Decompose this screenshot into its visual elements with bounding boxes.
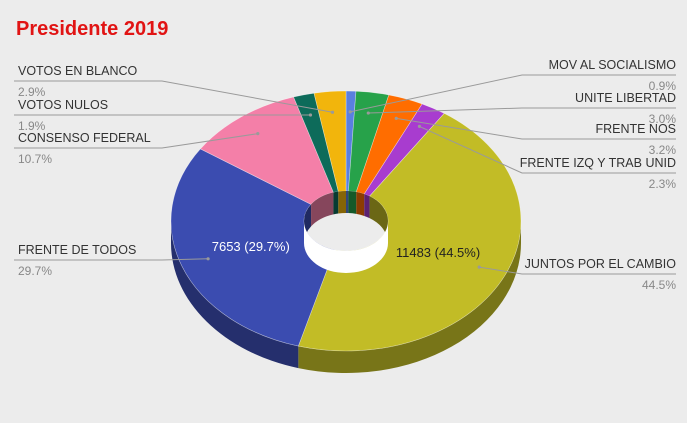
leader-line-frente-nos (396, 117, 676, 140)
data-label-juntos-por-el-cambio: 11483 (44.5%) (396, 245, 480, 260)
label-pct-frente-izq-y-trab-unid: 2.3% (649, 177, 677, 191)
leader-line-frente-izq-y-trab-unid (419, 125, 676, 174)
wall-juntos-por-el-cambio (298, 221, 521, 373)
leader-dot (417, 124, 422, 129)
label-pct-unite-libertad: 3.0% (649, 112, 677, 126)
leader-dot (394, 116, 398, 120)
label-frente-izq-y-trab-unid: FRENTE IZQ Y TRAB UNID (520, 156, 676, 170)
label-votos-en-blanco: VOTOS EN BLANCO (18, 64, 138, 78)
inner-wall-consenso-federal (311, 192, 334, 227)
donut-hole-floor (304, 221, 388, 273)
leader-line-votos-en-blanco (14, 80, 333, 113)
inner-wall-mov-al-socialismo (346, 191, 349, 214)
label-pct-votos-nulos: 1.9% (18, 119, 46, 133)
label-pct-frente-de-todos: 29.7% (18, 264, 52, 278)
inner-wall-votos-nulos (333, 191, 339, 215)
chart-title: Presidente 2019 (16, 18, 169, 40)
label-mov-al-socialismo: MOV AL SOCIALISMO (549, 58, 677, 72)
leader-dot (477, 265, 481, 269)
donut-hole (304, 191, 388, 273)
leader-dot (256, 132, 260, 136)
inner-wall-unite-libertad (348, 191, 357, 214)
leader-dot (330, 110, 335, 114)
leader-dot (308, 113, 313, 117)
inner-wall-frente-nos (356, 191, 365, 216)
inner-wall-juntos-por-el-cambio (369, 196, 388, 243)
wall-frente-de-todos (171, 221, 299, 369)
leader-line-frente-de-todos (14, 258, 209, 261)
leader-dot (348, 110, 352, 114)
slice-frente-de-todos (170, 148, 335, 347)
leader-line-unite-libertad (368, 107, 676, 114)
label-unite-libertad: UNITE LIBERTAD (575, 91, 676, 105)
label-pct-votos-en-blanco: 2.9% (18, 85, 46, 99)
label-votos-nulos: VOTOS NULOS (18, 98, 108, 112)
leader-line-consenso-federal (14, 133, 258, 149)
data-label-frente-de-todos: 7653 (29.7%) (212, 239, 290, 254)
label-juntos-por-el-cambio: JUNTOS POR EL CAMBIO (525, 257, 677, 271)
label-pct-frente-nos: 3.2% (649, 143, 677, 157)
data-labels: 11483 (44.5%) 7653 (29.7%) (212, 239, 480, 260)
label-pct-consenso-federal: 10.7% (18, 152, 52, 166)
leader-dot (366, 111, 370, 115)
label-frente-de-todos: FRENTE DE TODOS (18, 243, 136, 257)
inner-wall-frente-izq-y-trab-unid (364, 193, 370, 219)
label-consenso-federal: CONSENSO FEDERAL (18, 131, 151, 145)
label-pct-mov-al-socialismo: 0.9% (649, 79, 677, 93)
inner-wall-votos-en-blanco (338, 191, 346, 214)
label-frente-nos: FRENTE NOS (595, 122, 676, 136)
leader-line-juntos-por-el-cambio (479, 266, 676, 275)
leader-dot (206, 257, 210, 261)
pie-side-walls (171, 221, 521, 373)
leader-line-mov-al-socialismo (350, 74, 676, 113)
label-pct-juntos-por-el-cambio: 44.5% (642, 278, 676, 292)
